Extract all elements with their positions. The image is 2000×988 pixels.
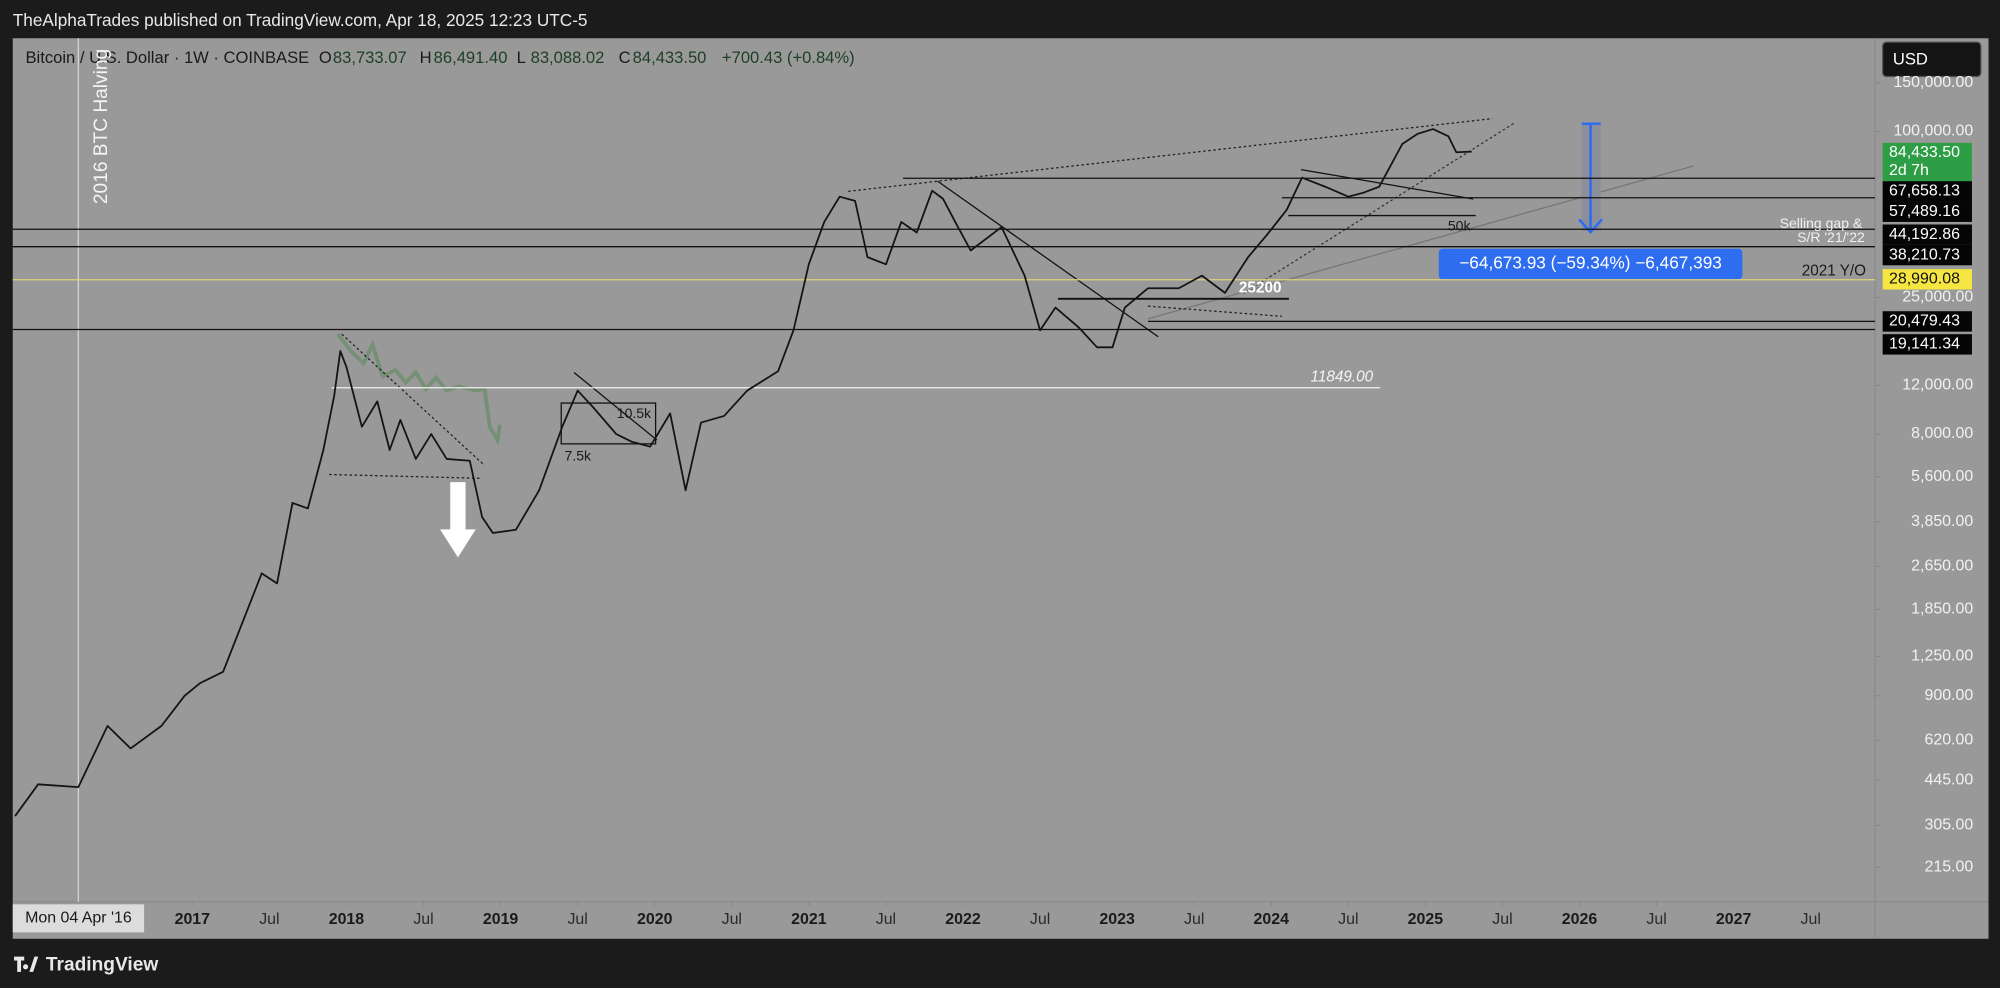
change: +700.43 (+0.84%)	[722, 48, 855, 67]
y-tick-label: 900.00	[1924, 687, 1973, 704]
ohlc-value: 86,491.40	[434, 48, 508, 67]
x-tick-label: Jul	[1030, 911, 1050, 928]
x-tick-label: Jul	[876, 911, 896, 928]
x-tick-label: 2024	[1254, 911, 1290, 928]
y-tick-label: 215.00	[1924, 859, 1973, 876]
symbol-title: Bitcoin / U.S. Dollar · 1W · COINBASE	[26, 48, 310, 67]
annotation: S/R '21/'22	[1797, 229, 1865, 245]
price-label: 67,658.13	[1889, 183, 1960, 200]
x-tick-label: Jul	[413, 911, 433, 928]
x-tick-label: Jul	[1646, 911, 1666, 928]
x-tick-label: 2025	[1408, 911, 1444, 928]
annotation: 11849.00	[1311, 369, 1374, 386]
y-tick-label: 25,000.00	[1902, 289, 1973, 306]
x-tick-label: Jul	[1184, 911, 1204, 928]
annotation: Selling gap &	[1780, 215, 1863, 231]
price-line-series	[14, 128, 1472, 817]
x-tick-label: 2027	[1716, 911, 1752, 928]
x-tick-label: 2026	[1562, 911, 1598, 928]
y-tick-label: 445.00	[1924, 771, 1973, 788]
y-tick-label: 12,000.00	[1902, 377, 1973, 394]
ohlc-key: H	[420, 48, 432, 67]
last-price-box	[1882, 142, 1972, 182]
x-tick-label: Jul	[1801, 911, 1821, 928]
x-tick-label: 2021	[791, 911, 827, 928]
y-tick-label: 5,600.00	[1911, 468, 1973, 485]
annotation: 10.5k	[617, 405, 652, 421]
brand: TradingView	[46, 955, 158, 976]
annotation: 7.5k	[565, 447, 592, 463]
price-label-box	[1882, 224, 1972, 245]
price-label: 38,210.73	[1889, 246, 1960, 263]
y-tick-label: 150,000.00	[1893, 74, 1973, 91]
y-tick-label: 620.00	[1924, 732, 1973, 749]
ohlc-key: O	[319, 48, 332, 67]
price-label: 19,141.34	[1889, 336, 1960, 353]
price-label-box	[1882, 334, 1972, 355]
price-label-box	[1882, 201, 1972, 222]
publish-info: TheAlphaTrades published on TradingView.…	[13, 10, 588, 30]
last-price: 84,433.50	[1889, 144, 1960, 161]
ohlc-value: 83,733.07	[333, 48, 407, 67]
ohlc-value: 84,433.50	[633, 48, 707, 67]
x-tick-label: Jul	[1338, 911, 1358, 928]
annotation: 25200	[1239, 279, 1282, 296]
cursor-label: Mon 04 Apr '16	[25, 910, 132, 927]
countdown: 2d 7h	[1889, 162, 1929, 179]
currency-label: USD	[1893, 49, 1928, 68]
ohlc-value: 83,088.02	[531, 48, 605, 67]
x-tick-label: Jul	[259, 911, 279, 928]
price-label: 44,192.86	[1889, 226, 1960, 243]
x-tick-label: 2018	[329, 911, 365, 928]
ohlc-key: L	[517, 48, 526, 67]
price-label-box	[1882, 244, 1972, 266]
price-label-box	[1882, 269, 1972, 290]
annotation: 50k	[1448, 218, 1472, 234]
x-tick-label: Jul	[722, 911, 742, 928]
price-label-box	[1882, 181, 1972, 202]
x-tick-label: 2019	[483, 911, 519, 928]
y-tick-label: 8,000.00	[1911, 425, 1973, 442]
y-tick-label: 3,850.00	[1911, 513, 1973, 530]
brand-logo	[14, 956, 39, 972]
x-tick-label: Jul	[567, 911, 587, 928]
chart-panel	[12, 38, 1989, 939]
drawings	[329, 117, 1743, 558]
y-tick-label: 100,000.00	[1893, 123, 1973, 140]
x-tick-label: 2023	[1099, 911, 1135, 928]
cursor-box	[12, 904, 145, 933]
x-tick-label: Jul	[1492, 911, 1512, 928]
annotation: 2021 Y/O	[1802, 263, 1866, 280]
x-tick-label: 2017	[175, 911, 211, 928]
price-label: 57,489.16	[1889, 203, 1960, 220]
annotation: −64,673.93 (−59.34%) −6,467,393	[1459, 253, 1722, 273]
y-tick-label: 1,850.00	[1911, 601, 1973, 618]
y-tick-label: 2,650.00	[1911, 558, 1973, 575]
y-tick-label: 305.00	[1924, 817, 1973, 834]
ohlc-key: C	[619, 48, 631, 67]
y-tick-label: 1,250.00	[1911, 648, 1973, 665]
x-tick-label: 2020	[637, 911, 673, 928]
x-tick-label: 2022	[945, 911, 981, 928]
price-label-box	[1882, 311, 1972, 332]
price-label: 28,990.08	[1889, 271, 1960, 288]
annotation: 2016 BTC Halving	[91, 49, 112, 204]
currency-button[interactable]	[1882, 41, 1982, 78]
price-label: 20,479.43	[1889, 313, 1960, 330]
